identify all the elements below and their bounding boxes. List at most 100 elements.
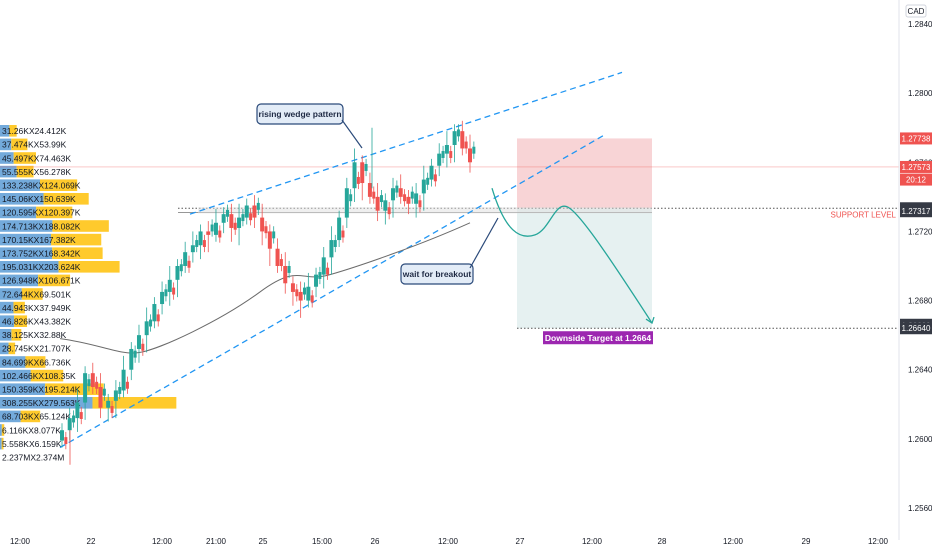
price-tag bbox=[900, 173, 932, 186]
candle-body bbox=[60, 430, 64, 441]
candle-body bbox=[79, 412, 83, 419]
candle-body bbox=[164, 289, 168, 297]
candle-body bbox=[464, 141, 468, 149]
support-label: SUPPORT LEVEL bbox=[830, 210, 896, 219]
price-tag bbox=[900, 322, 932, 335]
candle-body bbox=[344, 188, 349, 218]
candle-body bbox=[352, 162, 357, 189]
candle-body bbox=[64, 437, 68, 445]
candle-body bbox=[241, 214, 245, 222]
candle-body bbox=[306, 286, 311, 301]
price-tag-label: 1.27573 bbox=[902, 163, 931, 172]
candle-body bbox=[267, 231, 272, 249]
candle-body bbox=[95, 381, 99, 389]
candle-body bbox=[213, 222, 218, 235]
volume-buy-bar bbox=[0, 424, 2, 436]
candle-body bbox=[90, 373, 95, 387]
volume-sell-bar bbox=[21, 288, 43, 300]
candle-body bbox=[129, 348, 134, 370]
volume-buy-bar bbox=[0, 125, 10, 137]
candles bbox=[60, 120, 476, 465]
candle-body bbox=[341, 230, 345, 238]
volume-row-label: 31.26KX24.412K bbox=[2, 126, 67, 136]
volume-row-label: 72.644KX69.501K bbox=[2, 289, 71, 299]
x-tick-label: 12:00 bbox=[438, 537, 459, 546]
candle-body bbox=[167, 279, 172, 292]
candle-body bbox=[387, 207, 391, 215]
volume-buy-bar bbox=[0, 138, 12, 151]
volume-row-label: 5.558KX6.159K bbox=[2, 439, 62, 449]
candle-body bbox=[252, 205, 257, 218]
x-tick-label: 15:00 bbox=[312, 537, 333, 546]
volume-sell-bar bbox=[13, 152, 36, 164]
volume-sell-bar bbox=[13, 301, 25, 314]
candle-body bbox=[360, 162, 365, 184]
y-tick-label: 1.28000 bbox=[908, 89, 932, 98]
volume-sell-bar bbox=[1, 437, 4, 450]
volume-sell-bar bbox=[9, 125, 17, 137]
volume-sell-bar bbox=[43, 193, 89, 205]
volume-buy-bar bbox=[0, 233, 52, 246]
candle-body bbox=[260, 217, 265, 232]
volume-buy-bar bbox=[0, 220, 53, 232]
candle-body bbox=[152, 304, 157, 322]
currency-label: CAD bbox=[908, 7, 925, 16]
candle-body bbox=[429, 165, 434, 180]
volume-row-label: 145.06KX150.639K bbox=[2, 194, 76, 204]
candle-body bbox=[326, 267, 330, 275]
candle-body bbox=[421, 179, 426, 194]
candle-body bbox=[406, 196, 411, 204]
wedge-callout-box bbox=[256, 103, 344, 125]
volume-buy-bar bbox=[0, 437, 2, 450]
volume-buy-bar bbox=[0, 342, 9, 355]
candle-body bbox=[136, 335, 141, 349]
volume-row-label: 308.255KX279.563K bbox=[2, 398, 81, 408]
candle-body bbox=[110, 406, 114, 413]
volume-sell-bar bbox=[92, 397, 177, 409]
candle-body bbox=[418, 200, 422, 208]
candle-body bbox=[375, 196, 380, 211]
drawings: SUPPORT LEVEL Downside Target at 1.2664 bbox=[0, 71, 899, 449]
candle-body bbox=[190, 245, 195, 253]
candle-body bbox=[249, 213, 253, 221]
breakout-callout-pointer bbox=[469, 217, 499, 269]
candle-body bbox=[444, 145, 449, 154]
volume-row-label: 2.237MX2.374M bbox=[2, 453, 64, 463]
candle-body bbox=[367, 183, 372, 197]
price-tag-label: 1.27738 bbox=[902, 134, 931, 143]
candle-body bbox=[452, 131, 457, 145]
volume-row-label: 84.699KX66.736K bbox=[2, 357, 71, 367]
y-tick-label: 1.26000 bbox=[908, 435, 932, 444]
target-label-box bbox=[543, 331, 653, 345]
candle-body bbox=[272, 231, 276, 239]
x-tick-label: 25 bbox=[259, 537, 268, 546]
candle-body bbox=[456, 129, 460, 137]
target-label: Downside Target at 1.2664 bbox=[545, 333, 651, 343]
volume-row-label: 37.474KX53.99K bbox=[2, 140, 67, 150]
candle-body bbox=[160, 291, 165, 305]
volume-buy-bar bbox=[0, 247, 53, 259]
volume-row-label: 173.752KX168.342K bbox=[2, 249, 81, 259]
candle-body bbox=[283, 266, 288, 284]
projection-curve bbox=[491, 188, 653, 324]
volume-buy-bar bbox=[0, 179, 40, 191]
candle-body bbox=[472, 146, 476, 154]
y-tick-label: 1.26800 bbox=[908, 297, 932, 306]
candle-body bbox=[398, 188, 403, 197]
candle-body bbox=[218, 230, 222, 238]
volume-buy-bar bbox=[0, 193, 44, 205]
candle-body bbox=[198, 231, 203, 246]
candle-body bbox=[433, 174, 437, 182]
volume-row-label: 28.745KX21.707K bbox=[2, 344, 71, 354]
projection-arrowhead bbox=[645, 316, 655, 325]
candle-body bbox=[379, 195, 383, 203]
candle-body bbox=[244, 205, 249, 218]
volume-sell-bar bbox=[51, 233, 102, 246]
volume-sell-bar bbox=[58, 261, 120, 273]
candle-body bbox=[183, 252, 188, 266]
volume-buy-bar bbox=[0, 301, 14, 314]
candle-body bbox=[364, 164, 368, 171]
time-axis: 12:00 22 12:00 21:00 25 15:00 26 12:00 27 12:00 28… bbox=[10, 537, 889, 546]
candle-body bbox=[468, 148, 472, 163]
